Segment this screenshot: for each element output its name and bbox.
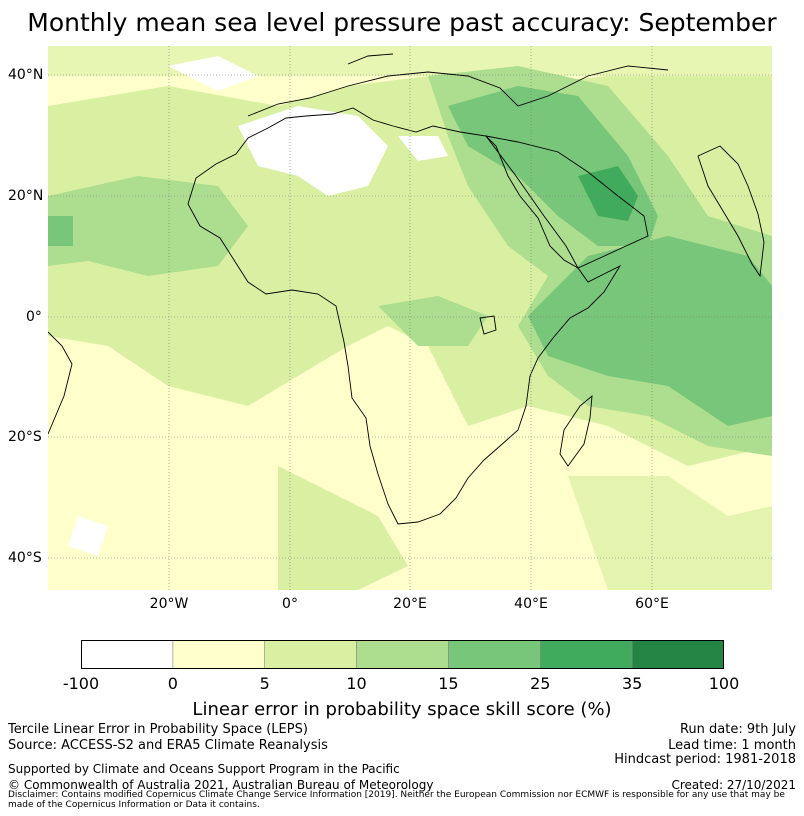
lat-label-0: 0° bbox=[26, 309, 42, 325]
footer-support: Supported by Climate and Oceans Support … bbox=[8, 762, 400, 776]
colorbar-tick-label: 0 bbox=[167, 674, 178, 693]
footer-lead-time: Lead time: 1 month bbox=[668, 738, 796, 753]
colorbar-tick-label: -100 bbox=[62, 674, 100, 693]
colorbar-tick-label: 100 bbox=[708, 674, 740, 693]
lon-label-60e: 60°E bbox=[635, 596, 669, 612]
colorbar-label: Linear error in probability space skill … bbox=[192, 699, 612, 720]
skill-map bbox=[48, 46, 772, 590]
footer-hindcast: Hindcast period: 1981-2018 bbox=[614, 752, 796, 767]
lat-label-20n: 20°N bbox=[8, 188, 44, 204]
lon-label-20e: 20°E bbox=[393, 596, 427, 612]
colorbar-cell bbox=[81, 640, 174, 669]
colorbar-cell bbox=[448, 640, 541, 669]
lat-label-40s: 40°S bbox=[8, 550, 42, 566]
footer-source: Source: ACCESS-S2 and ERA5 Climate Reana… bbox=[8, 738, 328, 753]
footer-disclaimer: Disclaimer: Contains modified Copernicus… bbox=[8, 790, 785, 810]
skill-region-negative bbox=[68, 56, 448, 556]
graticule bbox=[48, 46, 772, 590]
coastlines bbox=[48, 53, 765, 525]
lat-label-40n: 40°N bbox=[8, 67, 44, 83]
footer-method: Tercile Linear Error in Probability Spac… bbox=[8, 722, 308, 737]
colorbar-tick-label: 35 bbox=[621, 674, 643, 693]
footer-copyright: © Commonwealth of Australia 2021, Austra… bbox=[8, 778, 434, 792]
lon-label-40e: 40°E bbox=[514, 596, 548, 612]
footer-created: Created: 27/10/2021 bbox=[671, 778, 796, 792]
colorbar-cell bbox=[631, 640, 724, 669]
footer-run-date: Run date: 9th July bbox=[679, 722, 796, 737]
colorbar-tick-label: 25 bbox=[530, 674, 551, 693]
map-title: Monthly mean sea level pressure past acc… bbox=[27, 8, 777, 37]
colorbar-tick-label: 5 bbox=[259, 674, 270, 693]
skill-region-25-35 bbox=[578, 166, 638, 221]
lat-label-20s: 20°S bbox=[8, 429, 42, 445]
colorbar-cell bbox=[264, 640, 357, 669]
colorbar-cell bbox=[356, 640, 449, 669]
lon-label-0: 0° bbox=[282, 596, 298, 612]
colorbar bbox=[81, 640, 724, 669]
colorbar-cell bbox=[172, 640, 266, 669]
colorbar-tick-label: 15 bbox=[438, 674, 459, 693]
lon-label-20w: 20°W bbox=[149, 596, 189, 612]
colorbar-tick-label: 10 bbox=[346, 674, 367, 693]
colorbar-cell bbox=[539, 640, 633, 669]
